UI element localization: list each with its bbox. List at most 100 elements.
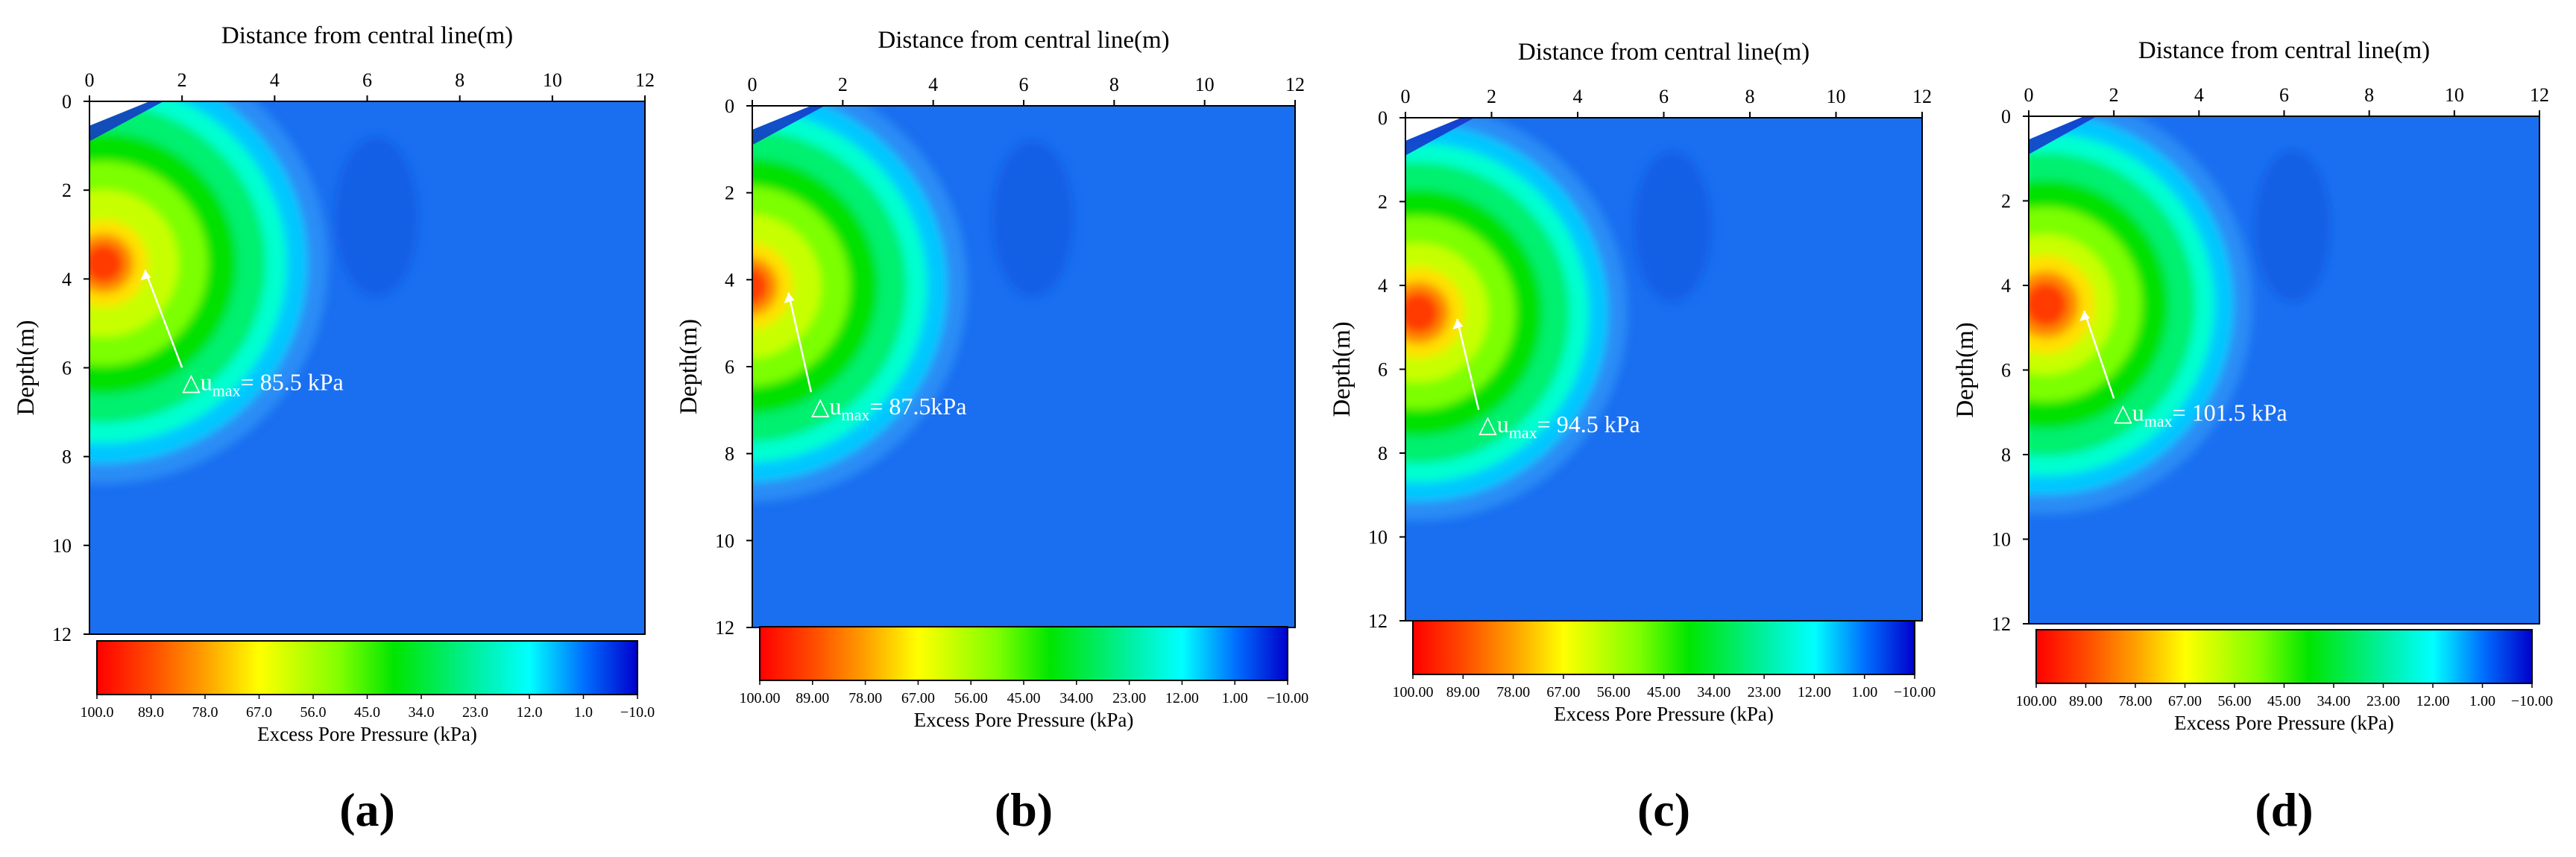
colorbar-tick-label: −10.00 [2511, 693, 2553, 709]
annotation-arrowhead [784, 292, 795, 303]
y-tick-label: 0 [62, 91, 72, 113]
surface-wedge [2029, 116, 2085, 140]
annotation-arrow [1456, 318, 1480, 411]
x-tick-label: 8 [455, 69, 465, 91]
annotation-label: △umax= 85.5 kPa [182, 368, 344, 399]
colorbar-title: Excess Pore Pressure (kPa) [257, 723, 477, 745]
x-tick-label: 12 [1912, 86, 1932, 107]
colorbar [759, 626, 1288, 681]
y-tick-label: 4 [725, 269, 734, 291]
annotation-label: △umax= 94.5 kPa [1478, 411, 1640, 442]
y-tick-label: 6 [2001, 360, 2011, 382]
surface-wedge [752, 106, 811, 130]
y-tick-label: 10 [1368, 527, 1388, 548]
negative-lobe [1634, 151, 1712, 303]
surface-strip [2029, 116, 2097, 155]
colorbar-tick-label: 89.0 [138, 704, 164, 721]
y-tick-label: 8 [1378, 443, 1388, 464]
x-tick-label: 12 [1285, 74, 1305, 95]
negative-lobe [335, 136, 418, 297]
colorbar-tick-label: 45.00 [1647, 684, 1681, 701]
y-tick-label: 8 [2001, 444, 2011, 466]
negative-lobe [2254, 150, 2331, 303]
surface-strip [1405, 118, 1475, 156]
x-tick-label: 4 [1573, 86, 1583, 107]
colorbar-tick-label: 23.00 [2366, 693, 2400, 709]
y-axis-title: Depth(m) [1952, 322, 1979, 417]
colorbar-tick-label: 89.00 [2069, 693, 2103, 709]
x-tick-label: 0 [748, 74, 758, 95]
annotation-subscript: max [1509, 423, 1537, 442]
colorbar-tick-label: 12.0 [517, 704, 543, 721]
colorbar-tick-label: 78.00 [848, 690, 882, 706]
panel-label: (a) [339, 783, 395, 836]
x-tick-label: 10 [543, 69, 562, 91]
iso-band [1405, 292, 1439, 333]
annotation-value: = 85.5 kPa [241, 368, 344, 395]
x-tick-label: 4 [270, 69, 280, 91]
colorbar-tick-label: −10.00 [1894, 684, 1936, 701]
x-tick-label: 6 [1019, 74, 1029, 95]
colorbar-tick-label: 34.00 [2317, 693, 2351, 709]
y-tick-label: 4 [2001, 275, 2011, 297]
colorbar-tick-label: 67.00 [2168, 693, 2202, 709]
colorbar [2035, 629, 2533, 684]
annotation-value: = 94.5 kPa [1537, 411, 1640, 437]
x-axis-title: Distance from central line(m) [2138, 37, 2430, 64]
colorbar-tick-label: 89.00 [1446, 684, 1480, 701]
y-tick-label: 2 [2001, 191, 2011, 212]
colorbar-tick-label: 45.00 [1007, 690, 1041, 706]
y-axis-title: Depth(m) [1329, 321, 1355, 417]
y-tick-label: 0 [1378, 107, 1388, 129]
x-tick-label: 12 [635, 69, 655, 91]
x-tick-label: 2 [1487, 86, 1496, 107]
y-tick-label: 0 [2001, 106, 2011, 127]
colorbar-tick-label: 45.00 [2267, 693, 2301, 709]
x-axis-title: Distance from central line(m) [1518, 39, 1810, 66]
panel-d: 0 2 4 6 8 10 12 Distance from central line(m) 0 2… [1952, 37, 2553, 836]
x-tick-label: 6 [1659, 86, 1669, 107]
y-tick-label: 10 [715, 530, 734, 551]
x-tick-label: 8 [2364, 84, 2374, 106]
annotation-arrow [2083, 310, 2115, 399]
x-tick-label: 12 [2530, 84, 2549, 106]
iso-band [89, 244, 123, 283]
colorbar-tick-label: −10.00 [1267, 690, 1309, 706]
annotation-delta: △u [1478, 411, 1509, 437]
colorbar-tick-label: 34.00 [1059, 690, 1093, 706]
colorbar-tick-label: 78.00 [2119, 693, 2153, 709]
y-tick-label: 12 [1368, 610, 1388, 632]
panel-c: 0 2 4 6 8 10 12 Distance from central line(m) 0 2… [1329, 39, 1936, 836]
x-tick-label: 4 [928, 74, 938, 95]
colorbar [1412, 620, 1915, 675]
annotation-label: △umax= 101.5 kPa [2114, 399, 2287, 431]
x-axis-title: Distance from central line(m) [221, 22, 513, 49]
annotation-subscript: max [841, 405, 869, 424]
iso-band [2029, 282, 2068, 326]
y-tick-label: 2 [725, 183, 734, 204]
colorbar-title: Excess Pore Pressure (kPa) [914, 709, 1134, 731]
colorbar-tick-label: 100.00 [2016, 693, 2057, 709]
colorbar-tick-label: 1.00 [1851, 684, 1877, 701]
x-axis-title: Distance from central line(m) [878, 27, 1169, 54]
annotation-delta: △u [811, 393, 842, 420]
colorbar-tick-label: 100.00 [740, 690, 781, 706]
panel-b: 0 2 4 6 8 10 12 Distance from central line(m) 0 2… [676, 27, 1309, 836]
colorbar-tick-label: 78.0 [192, 704, 218, 721]
colorbar [96, 640, 638, 695]
x-tick-label: 8 [1109, 74, 1119, 95]
colorbar-tick-label: 100.0 [81, 704, 114, 721]
y-tick-label: 6 [1378, 359, 1388, 381]
x-tick-label: 10 [2445, 84, 2464, 106]
colorbar-tick-label: 56.00 [1597, 684, 1631, 701]
colorbar-tick-label: 1.00 [1222, 690, 1248, 706]
colorbar-tick-label: 34.0 [409, 704, 435, 721]
contour-field [2029, 116, 2539, 624]
colorbar-tick-label: 45.0 [354, 704, 380, 721]
colorbar-tick-label: 78.00 [1496, 684, 1530, 701]
colorbar-tick-label: 12.00 [2416, 693, 2450, 709]
contour-field [1405, 118, 1922, 621]
colorbar-tick-label: 34.00 [1697, 684, 1731, 701]
colorbar-tick-label: 23.00 [1748, 684, 1781, 701]
